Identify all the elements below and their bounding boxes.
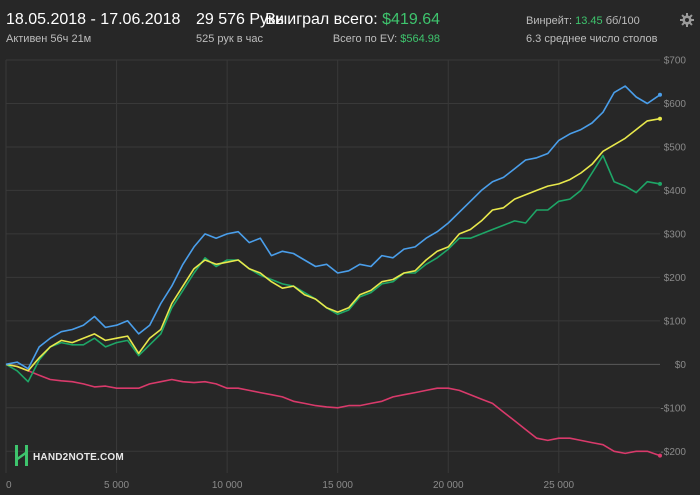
series-end-point-1	[658, 116, 662, 121]
won-total-value: $419.64	[382, 11, 440, 28]
y-tick-label: $300	[664, 229, 687, 240]
x-tick-label: 25 000	[544, 480, 575, 491]
gear-icon[interactable]	[680, 13, 694, 27]
x-tick-label: 5 000	[104, 480, 129, 491]
series-line-3	[5, 363, 661, 457]
y-tick-label: $400	[664, 186, 687, 197]
chart-ticks: $700 $600 $500 $400 $300 $200 $100 $0 -$100 -$200…	[6, 56, 686, 492]
winrate: Винрейт: 13.45 бб/100	[526, 15, 640, 27]
active-time: Активен 56ч 21м	[6, 33, 92, 45]
chart-grid	[5, 59, 660, 473]
y-tick-label: $0	[675, 360, 687, 371]
hands-count: 29 576 Руки	[196, 11, 284, 28]
won-total: Выиграл всего: $419.64	[265, 11, 440, 29]
hands-per-hour: 525 рук в час	[196, 33, 264, 45]
series-line-2	[5, 154, 661, 383]
series-end-point-3	[658, 453, 662, 458]
chart-lines	[5, 85, 662, 458]
x-tick-label: 0	[6, 480, 12, 491]
ev-total-label: Всего по EV:	[332, 33, 398, 45]
y-tick-label: $500	[664, 142, 687, 153]
series-line-0	[5, 85, 661, 370]
date-range: 18.05.2018 - 17.06.2018	[6, 11, 181, 28]
ev-total-value: $564.98	[400, 33, 440, 45]
x-tick-label: 10 000	[212, 480, 243, 491]
series-line-1	[5, 117, 661, 372]
y-tick-label: $200	[664, 273, 687, 284]
x-tick-label: 20 000	[433, 480, 464, 491]
winrate-label: Винрейт:	[526, 15, 573, 27]
y-tick-label: -$100	[660, 403, 686, 414]
avg-tables: 6.3 среднее число столов	[526, 33, 658, 45]
ev-total: Всего по EV: $564.98	[333, 33, 440, 45]
x-tick-label: 15 000	[322, 480, 353, 491]
hand2note-logo-icon	[15, 445, 28, 466]
series-end-point-2	[658, 181, 662, 186]
winrate-value: 13.45	[575, 15, 603, 27]
logo-text: HAND2NOTE.COM	[33, 452, 124, 463]
y-tick-label: $100	[664, 316, 687, 327]
y-tick-label: -$200	[660, 447, 686, 458]
y-tick-label: $600	[664, 99, 687, 110]
winrate-unit: бб/100	[605, 15, 640, 27]
series-end-point-0	[658, 92, 662, 97]
hand2note-logo: HAND2NOTE.COM	[15, 445, 124, 466]
won-total-label: Выиграл всего:	[265, 11, 378, 28]
y-tick-label: $700	[664, 56, 687, 67]
